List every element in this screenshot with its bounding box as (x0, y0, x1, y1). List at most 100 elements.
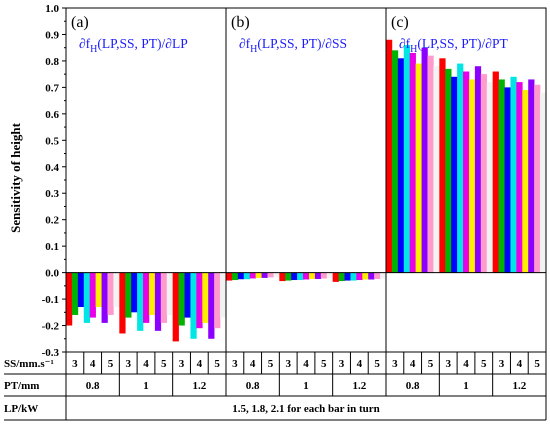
bar (504, 87, 511, 273)
y-tick-label: 0.3 (45, 188, 59, 200)
bar (439, 58, 446, 273)
lp-note: 1.5, 1.8, 2.1 for each bar in turn (232, 403, 380, 415)
ss-value: 4 (250, 358, 256, 370)
bar (362, 272, 369, 280)
bar (83, 272, 91, 323)
bar (231, 272, 239, 281)
panel-label: (a) (71, 14, 89, 31)
bar (480, 74, 488, 273)
bar (474, 66, 482, 273)
bar (350, 272, 357, 281)
ss-value: 4 (197, 358, 203, 370)
ss-value: 4 (410, 358, 416, 370)
ss-value: 3 (392, 358, 398, 370)
bar (95, 272, 102, 308)
bar (137, 272, 144, 331)
bar (178, 272, 185, 326)
bar (445, 68, 452, 273)
bar (486, 82, 493, 273)
ss-value: 3 (125, 358, 131, 370)
bar (71, 272, 79, 315)
ss-value: 4 (143, 358, 149, 370)
y-tick-label: 0.9 (45, 29, 59, 41)
bar (297, 272, 304, 281)
bar (314, 272, 322, 279)
bar (338, 272, 345, 282)
bar (190, 272, 197, 339)
lp-row-label: LP/kW (4, 403, 38, 415)
bar (344, 272, 351, 281)
ss-value: 5 (481, 358, 487, 370)
y-tick-label: -0.3 (42, 347, 60, 359)
ss-value: 3 (232, 358, 238, 370)
bar (528, 79, 535, 273)
ss-value: 5 (161, 358, 167, 370)
ss-value: 5 (374, 358, 380, 370)
pt-value: 0.8 (86, 380, 100, 392)
bars-layer (66, 39, 547, 342)
bar (196, 272, 203, 329)
bar (457, 63, 464, 273)
pt-value: 1.2 (192, 380, 206, 392)
y-tick-label: 0.0 (45, 268, 59, 280)
bar (498, 79, 505, 273)
ss-value: 4 (357, 358, 363, 370)
ss-value: 5 (534, 358, 540, 370)
ss-value: 4 (517, 358, 523, 370)
bar (291, 272, 298, 281)
ss-value: 5 (268, 358, 274, 370)
bar (415, 63, 422, 273)
bar (237, 272, 245, 280)
bar (131, 272, 138, 313)
bar (279, 272, 286, 282)
bar (202, 272, 209, 323)
pt-row-label: PT/mm (4, 380, 39, 392)
pt-value: 1.2 (512, 380, 526, 392)
ss-value: 5 (108, 358, 114, 370)
bar (107, 272, 114, 315)
bar (172, 272, 179, 342)
panel-formula: ∂fH(LP,SS, PT)/∂LP (79, 36, 188, 55)
bar (463, 71, 470, 273)
ss-value: 4 (90, 358, 96, 370)
bar (243, 272, 251, 280)
bar (326, 272, 333, 278)
ss-value: 3 (499, 358, 505, 370)
bar (391, 50, 399, 273)
bar (332, 272, 339, 282)
panel-labels: (a) ∂fH(LP,SS, PT)/∂LP (b) ∂fH(LP,SS, PT)/∂… (71, 14, 508, 55)
bar (308, 272, 316, 279)
bar (540, 92, 547, 273)
y-tick-label: 0.8 (45, 56, 59, 68)
bar (214, 272, 221, 329)
bar (368, 272, 375, 280)
bar (267, 272, 274, 278)
panel-label: (b) (231, 14, 250, 31)
y-tick-label: -0.1 (42, 294, 59, 306)
bar (148, 272, 156, 315)
bar (374, 272, 381, 279)
ss-value: 3 (285, 358, 291, 370)
bar (468, 79, 476, 273)
bar (409, 52, 416, 273)
bar (166, 272, 173, 315)
bar (89, 272, 96, 318)
bar (220, 272, 227, 318)
bar (303, 272, 310, 280)
bar (421, 47, 428, 273)
bar (208, 272, 215, 339)
y-tick-label: 0.2 (45, 215, 59, 227)
ss-row-label: SS/mm.s⁻¹ (4, 358, 54, 370)
bar (273, 272, 280, 277)
bar (380, 272, 387, 279)
y-tick-label: 0.7 (45, 82, 59, 94)
bar (397, 58, 405, 273)
ss-value: 4 (303, 358, 309, 370)
pt-value: 0.8 (246, 380, 260, 392)
bar (403, 45, 411, 273)
ss-value: 3 (179, 358, 185, 370)
y-tick-label: 0.4 (45, 162, 59, 174)
bar (66, 272, 73, 326)
